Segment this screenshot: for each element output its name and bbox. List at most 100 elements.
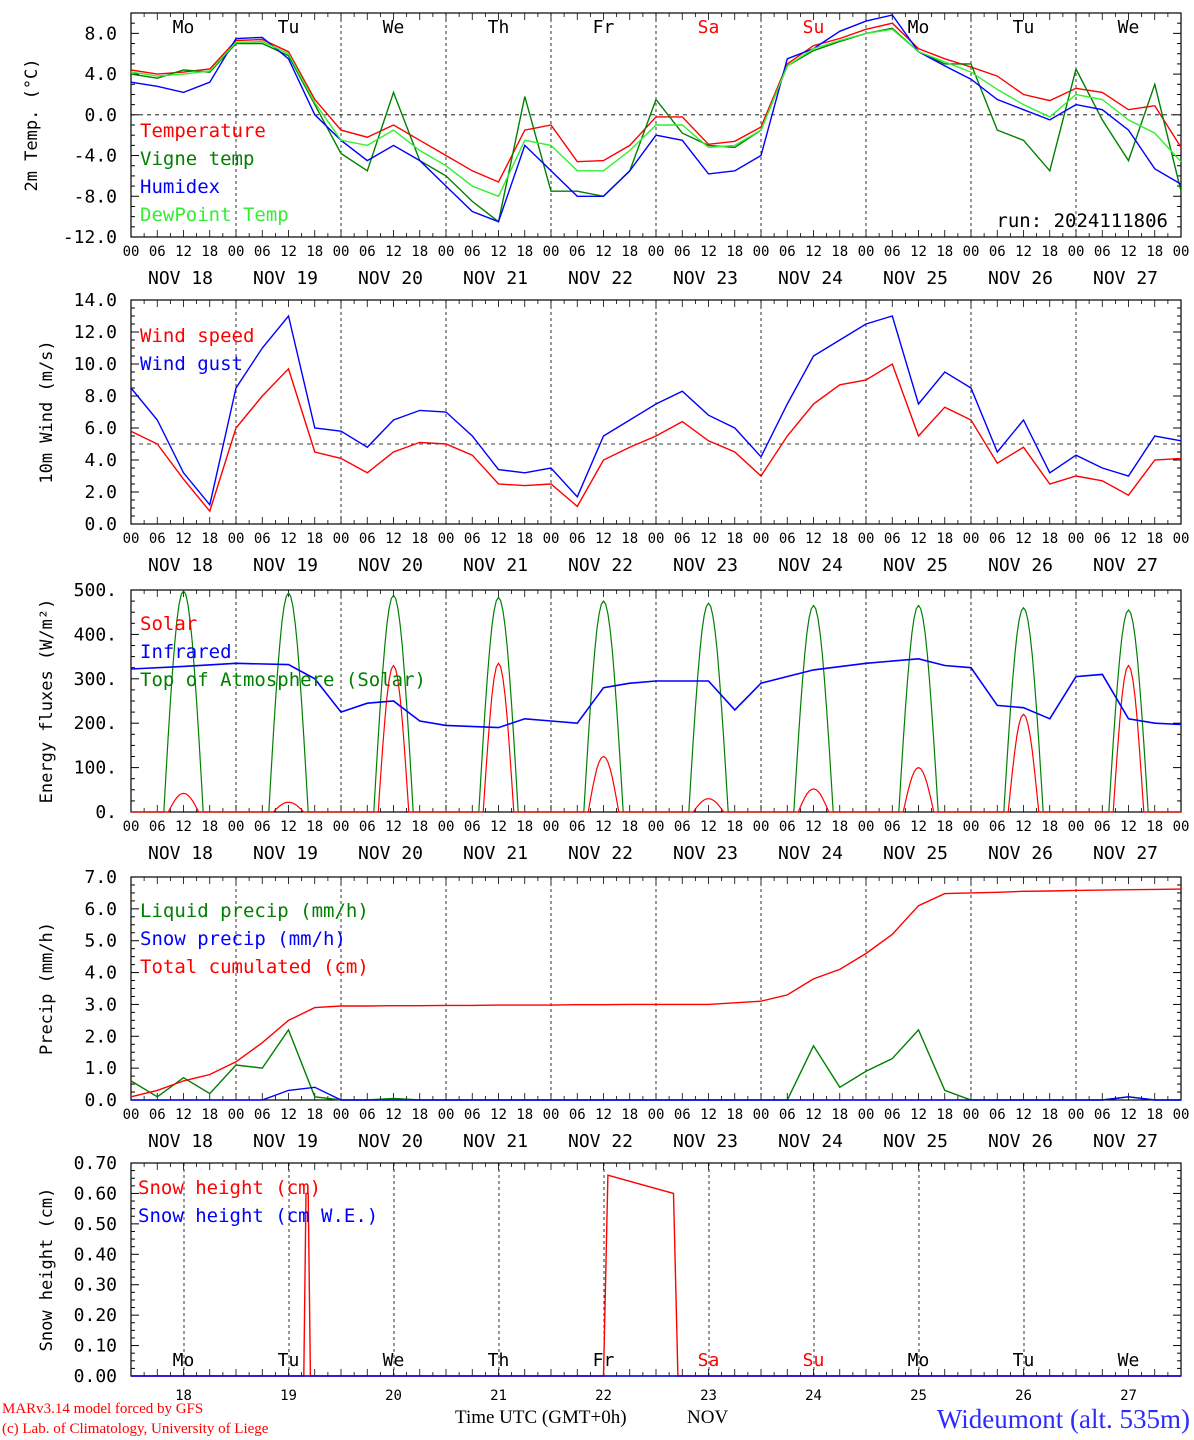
x-hour-label: 12 [175, 531, 192, 547]
x-hour-label: 12 [280, 819, 297, 835]
x-hour-label: 12 [385, 819, 402, 835]
x-hour-label: 12 [490, 819, 507, 835]
x-hour-label: 12 [280, 244, 297, 260]
day-number-label: 22 [595, 1388, 612, 1404]
x-hour-label: 18 [1041, 531, 1058, 547]
weekday-label: Tu [1013, 1350, 1035, 1371]
x-hour-label: 06 [884, 244, 901, 260]
weekday-label: Su [803, 1350, 825, 1371]
x-hour-label: 06 [1094, 819, 1111, 835]
x-hour-label: 12 [490, 1107, 507, 1123]
x-hour-label: 00 [333, 531, 350, 547]
legend-entry: Top of Atmosphere (Solar) [140, 669, 426, 691]
y-tick-label: 500. [74, 580, 117, 601]
panel-1: -12.0 -8.0 -4.0 0.0 4.0 8.0 2m Temp. (°C) 00 06 1… [22, 12, 1190, 289]
x-hour-label: 00 [753, 1107, 770, 1123]
x-hour-label: 06 [884, 819, 901, 835]
y-tick-label: 8.0 [84, 23, 117, 44]
y-tick-label: 0.0 [84, 1090, 117, 1111]
x-date-label: NOV 19 [253, 843, 318, 864]
model-credit: MARv3.14 model forced by GFS [2, 1401, 203, 1417]
x-hour-label: 00 [1068, 1107, 1085, 1123]
x-hour-label: 12 [175, 1107, 192, 1123]
x-date-label: NOV 27 [1093, 1131, 1158, 1152]
x-date-label: NOV 20 [358, 843, 423, 864]
weekday-label: We [383, 1350, 405, 1371]
x-hour-label: 06 [1094, 1107, 1111, 1123]
x-date-label: NOV 27 [1093, 843, 1158, 864]
x-hour-label: 00 [438, 531, 455, 547]
x-hour-label: 06 [989, 531, 1006, 547]
x-hour-label: 00 [438, 819, 455, 835]
x-hour-label: 00 [858, 819, 875, 835]
series-dewpoint-temp [130, 28, 1182, 198]
day-number-label: 20 [385, 1388, 402, 1404]
x-date-label: NOV 27 [1093, 555, 1158, 576]
x-hour-label: 18 [936, 531, 953, 547]
x-hour-label: 00 [333, 819, 350, 835]
y-tick-label: 0.20 [74, 1305, 117, 1326]
x-hour-label: 18 [201, 531, 218, 547]
x-hour-label: 00 [543, 531, 560, 547]
weekday-label: Mo [908, 1350, 930, 1371]
x-hour-label: 12 [490, 531, 507, 547]
y-tick-label: 4.0 [84, 450, 117, 471]
x-hour-label: 06 [569, 1107, 586, 1123]
x-hour-label: 00 [543, 244, 560, 260]
weekday-label: Th [488, 1350, 510, 1371]
x-hour-label: 00 [858, 531, 875, 547]
x-hour-label: 12 [595, 244, 612, 260]
x-hour-label: 18 [306, 1107, 323, 1123]
x-hour-label: 00 [963, 531, 980, 547]
x-date-label: NOV 25 [883, 555, 948, 576]
y-tick-label: -4.0 [74, 146, 117, 167]
x-hour-label: 00 [858, 244, 875, 260]
x-hour-label: 00 [123, 244, 140, 260]
x-date-label: NOV 21 [463, 555, 528, 576]
x-hour-label: 06 [674, 1107, 691, 1123]
x-hour-label: 12 [700, 244, 717, 260]
x-hour-label: 18 [306, 531, 323, 547]
x-hour-label: 18 [306, 819, 323, 835]
y-tick-label: 10.0 [74, 354, 117, 375]
y-tick-label: 1.0 [84, 1058, 117, 1079]
series-vigne-temp [130, 27, 1182, 223]
x-hour-label: 06 [569, 531, 586, 547]
x-hour-label: 06 [359, 244, 376, 260]
legend-entry: Snow height (cm) [138, 1177, 321, 1199]
x-hour-label: 00 [753, 531, 770, 547]
x-hour-label: 06 [674, 244, 691, 260]
y-tick-label: 0.70 [74, 1153, 117, 1174]
x-hour-label: 00 [228, 1107, 245, 1123]
y-tick-label: 100. [74, 758, 117, 779]
x-hour-label: 12 [385, 531, 402, 547]
x-hour-label: 00 [648, 1107, 665, 1123]
x-hour-label: 12 [1015, 1107, 1032, 1123]
x-hour-label: 18 [621, 531, 638, 547]
panel-2: 0.0 2.0 4.0 6.0 8.0 10.0 12.0 14.0 10m Wind (m/s… [37, 290, 1189, 576]
y-tick-label: 0.00 [74, 1366, 117, 1387]
weekday-label: Su [803, 17, 825, 38]
x-hour-label: 12 [910, 819, 927, 835]
x-hour-label: 00 [1173, 819, 1190, 835]
legend-entry: Solar [140, 613, 197, 635]
x-hour-label: 12 [595, 531, 612, 547]
x-hour-label: 06 [884, 1107, 901, 1123]
plot-frame [130, 299, 1182, 525]
legend-entry: Humidex [140, 176, 220, 198]
station-name: Wideumont (alt. 535m) [937, 1404, 1190, 1434]
x-date-label: NOV 20 [358, 1131, 423, 1152]
x-hour-label: 06 [149, 244, 166, 260]
legend-entry: Vigne temp [140, 148, 254, 170]
x-hour-label: 00 [753, 244, 770, 260]
x-hour-label: 12 [700, 531, 717, 547]
panel-4: 0.0 1.0 2.0 3.0 4.0 5.0 6.0 7.0 Precip (mm/h) 00 0… [37, 867, 1189, 1152]
x-hour-label: 00 [438, 244, 455, 260]
x-hour-label: 00 [228, 244, 245, 260]
legend-entry: Snow precip (mm/h) [140, 928, 346, 950]
legend-entry: Snow height (cm W.E.) [138, 1205, 378, 1227]
panel-5: 0.00 0.10 0.20 0.30 0.40 0.50 0.60 0.70 Snow hei… [37, 1153, 1182, 1404]
x-date-label: NOV 19 [253, 1131, 318, 1152]
x-hour-label: 00 [1173, 244, 1190, 260]
